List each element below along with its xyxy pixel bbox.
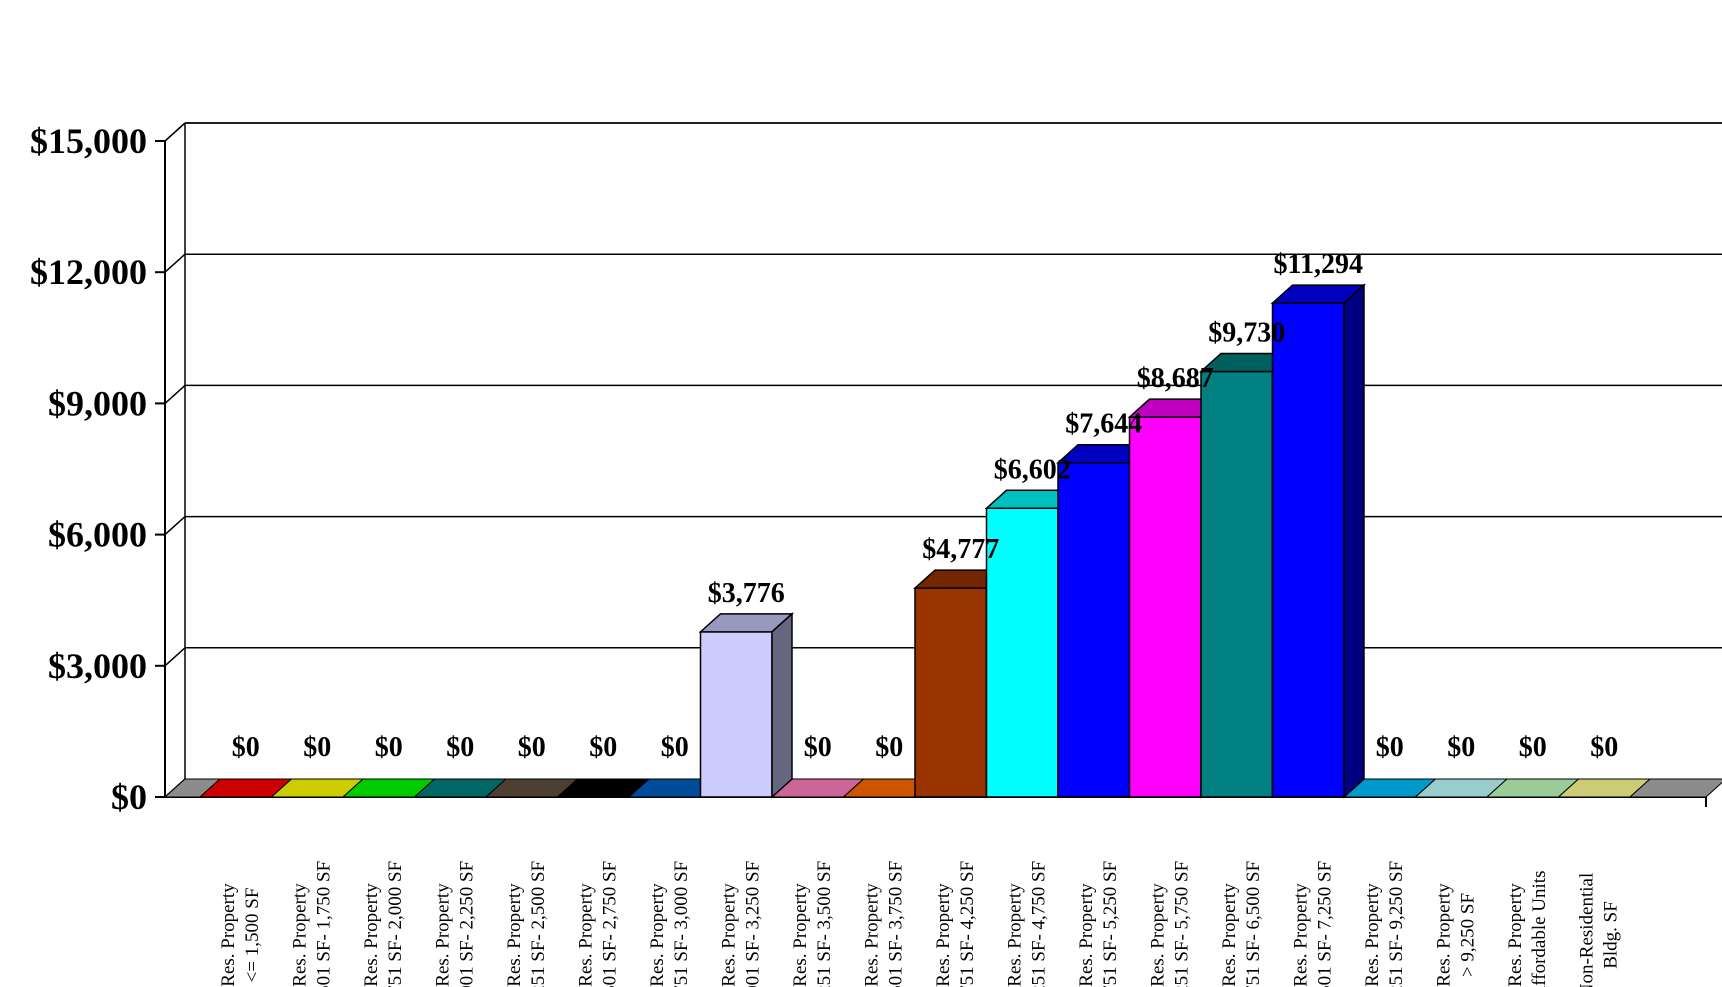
bar-value-label: $7,644 (1065, 409, 1142, 440)
x-axis-category-label: Res. Property 3,001 SF- 3,250 SF (718, 861, 763, 987)
bar-value-label: $8,687 (1137, 363, 1214, 394)
bar-value-label: $0 (303, 732, 331, 763)
x-axis-category-label: Res. Property Affordable Units (1505, 871, 1550, 987)
bar-value-label: $9,730 (1208, 317, 1285, 348)
x-axis-category-label: Res. Property 6,501 SF- 7,250 SF (1290, 861, 1335, 987)
x-axis-category-label: Res. Property 1,751 SF- 2,000 SF (361, 861, 406, 987)
x-axis-category-label: Res. Property 4,751 SF- 5,250 SF (1076, 861, 1121, 987)
bar-value-label: $0 (1590, 732, 1618, 763)
x-axis-category-label: Res. Property > 9,250 SF (1433, 883, 1478, 987)
x-axis-category-label: Res. Property 7,251 SF- 9,250 SF (1362, 861, 1407, 987)
bar-value-label: $4,777 (922, 534, 999, 565)
bar-value-label: $0 (1519, 732, 1547, 763)
bar-value-label: $0 (1376, 732, 1404, 763)
bar-side (1343, 283, 1365, 799)
bar-front (985, 507, 1059, 798)
x-axis-category-label: Res. Property <= 1,500 SF (218, 883, 263, 987)
x-axis-category-label: Res. Property 5,251 SF- 5,750 SF (1147, 861, 1192, 987)
gridline-side (164, 253, 186, 273)
bar-value-label: $0 (1447, 732, 1475, 763)
y-axis-tick-label: $15,000 (30, 121, 147, 161)
x-axis-category-label: Res. Property 5,751 SF- 6,500 SF (1219, 861, 1264, 987)
gridline-side (164, 647, 186, 667)
bar (1270, 283, 1366, 799)
x-axis-category-label: Res. Property 3,501 SF- 3,750 SF (861, 861, 906, 987)
bar-layer (698, 283, 1366, 799)
bar-value-label: $11,294 (1274, 249, 1363, 280)
x-axis-category-label: Res. Property 4,251 SF- 4,750 SF (1004, 861, 1049, 987)
x-axis-category-label: Res. Property 2,751 SF- 3,000 SF (647, 861, 692, 987)
x-axis-category-label: Res. Property 3,251 SF- 3,500 SF (790, 861, 835, 987)
x-axis-category-labels: Res. Property <= 1,500 SF Res. Property 1,5… (218, 861, 1622, 987)
bar-value-label: $0 (804, 732, 832, 763)
y-axis-tick-labels: $0 $3,000 $6,000 $9,000 $12,000 $15,000 (30, 121, 147, 817)
bar (698, 612, 794, 799)
bar-side (771, 612, 793, 799)
bar-value-label: $0 (875, 732, 903, 763)
bar-value-label: $0 (446, 732, 474, 763)
x-axis-category-label: Res. Property 3,751 SF- 4,250 SF (933, 861, 978, 987)
gridline-side (164, 384, 186, 404)
bar-value-label: $0 (518, 732, 546, 763)
value-label-layer: $0 $0 $0 $0 $0 $0 $0 $3,776 $0 $0 $4,777 $6,602 $7,6… (232, 249, 1619, 763)
bar-front (1200, 370, 1274, 798)
bar-front (1128, 416, 1202, 798)
bar-value-label: $6,602 (994, 454, 1071, 485)
x-axis-category-label: Res. Property 2,501 SF- 2,750 SF (575, 861, 620, 987)
y-axis-tick-label: $0 (111, 777, 147, 817)
bar-front (1271, 302, 1345, 798)
side-wall-top (164, 122, 186, 142)
x-axis-category-label: Non-Residential Bldg. SF (1576, 873, 1621, 987)
bar-value-label: $0 (375, 732, 403, 763)
y-axis-tick-label: $12,000 (30, 252, 147, 292)
bar-value-label: $3,776 (708, 578, 785, 609)
x-axis-category-label: Res. Property 2,001 SF- 2,250 SF (432, 861, 477, 987)
gridline-side (164, 516, 186, 536)
y-axis-tick-label: $6,000 (48, 515, 147, 555)
x-axis-category-label: Res. Property 1,501 SF- 1,750 SF (289, 861, 334, 987)
bar-front (914, 587, 988, 798)
x-axis-category-label: Res. Property 2,251 SF- 2,500 SF (504, 861, 549, 987)
y-axis-tick-label: $3,000 (48, 646, 147, 686)
bar-front (1057, 461, 1131, 798)
floor-segment-right (1628, 778, 1722, 798)
y-axis-tick-label: $9,000 (48, 383, 147, 423)
bar-value-label: $0 (232, 732, 260, 763)
bar-value-label: $0 (589, 732, 617, 763)
bar-value-label: $0 (661, 732, 689, 763)
bar-front (699, 631, 773, 798)
